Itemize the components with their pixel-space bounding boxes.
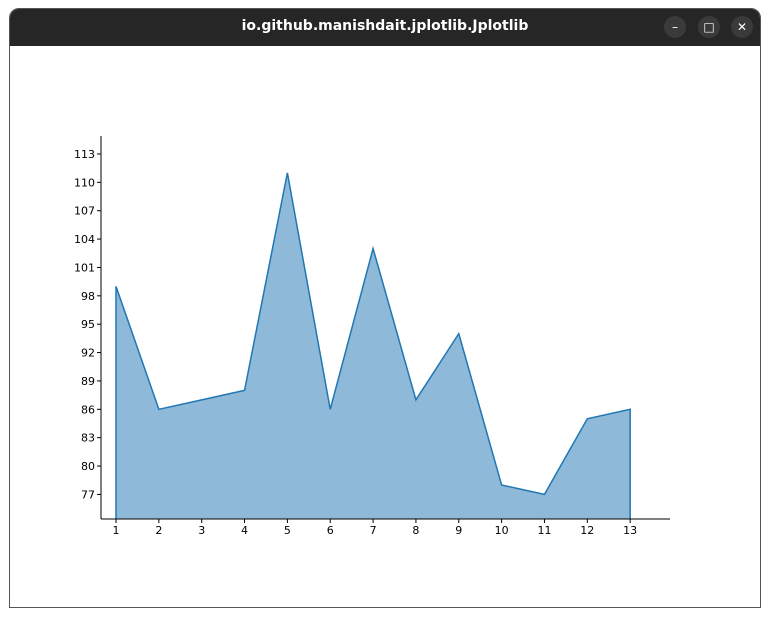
area-layer	[115, 172, 631, 520]
y-tick-label: 92	[81, 347, 95, 360]
x-tick-label: 8	[412, 524, 419, 537]
x-tick-label: 5	[284, 524, 291, 537]
x-tick-label: 4	[241, 524, 248, 537]
y-tick-label: 83	[81, 432, 95, 445]
minimize-button[interactable]: –	[664, 16, 686, 38]
y-tick-label: 113	[74, 148, 95, 161]
axes-layer	[100, 136, 670, 520]
x-tick-label: 11	[537, 524, 551, 537]
y-tick-label: 89	[81, 375, 95, 388]
y-tick-label: 95	[81, 318, 95, 331]
y-tick-label: 101	[74, 261, 95, 274]
x-tick-label: 9	[455, 524, 462, 537]
x-tick-label: 7	[370, 524, 377, 537]
maximize-button[interactable]: □	[698, 16, 720, 38]
x-tick-layer: 1 2 3 4 5 6 7 8 9 10 11 12 13	[112, 519, 637, 537]
x-tick-label: 6	[327, 524, 334, 537]
y-tick-label: 86	[81, 403, 95, 416]
area-chart: 1 2 3 4 5 6 7 8 9 10 11 12 13 7780838689929598101104…	[74, 136, 670, 537]
y-tick-label: 77	[81, 488, 95, 501]
x-tick-label: 13	[623, 524, 637, 537]
x-tick-label: 10	[495, 524, 509, 537]
area-fill	[115, 172, 631, 520]
app-window: io.github.manishdait.jplotlib.Jplotlib –…	[9, 8, 761, 608]
y-tick-label: 80	[81, 460, 95, 473]
plot-area: 1 2 3 4 5 6 7 8 9 10 11 12 13 77 80 83 86 89 92 95 98 101 104…	[10, 46, 760, 607]
y-tick-layer: 77 80 83 86 89 92 95 98 101 104 107 110 113	[74, 148, 101, 501]
close-button[interactable]: ✕	[731, 16, 753, 38]
y-tick-label: 98	[81, 290, 95, 303]
title-bar[interactable]: io.github.manishdait.jplotlib.Jplotlib –…	[10, 9, 760, 46]
x-tick-label: 3	[198, 524, 205, 537]
y-tick-label: 110	[74, 176, 95, 189]
x-tick-label: 1	[112, 524, 119, 537]
y-tick-label: 104	[74, 233, 95, 246]
x-tick-label: 12	[580, 524, 594, 537]
y-tick-label: 107	[74, 205, 95, 218]
x-tick-label: 2	[155, 524, 162, 537]
window-title: io.github.manishdait.jplotlib.Jplotlib	[241, 18, 529, 34]
